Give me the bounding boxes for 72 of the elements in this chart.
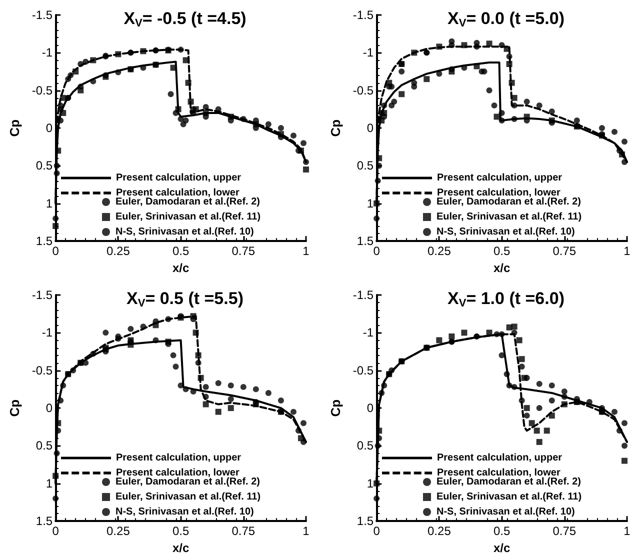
y-axis-title: Cp — [7, 399, 22, 417]
y-tick-label: 0.5 — [36, 158, 53, 173]
x-tick-label: 0.75 — [232, 524, 256, 538]
x-tick-label: 0.5 — [172, 524, 190, 538]
legend-label: Present calculation, lower — [437, 188, 560, 198]
y-tick-label: -1 — [42, 326, 53, 340]
legend-label: N-S, Srinivasan et al.(Ref. 10) — [116, 506, 254, 518]
y-tick-label: 1.5 — [356, 514, 374, 528]
legend-label: Present calculation, upper — [116, 172, 242, 184]
y-tick-label: 0 — [46, 401, 53, 416]
y-tick-label: -1.5 — [32, 288, 53, 302]
x-tick-label: 0.5 — [493, 524, 510, 538]
legend-label: Euler, Damodaran et al.(Ref. 2) — [436, 476, 581, 488]
x-tick-label: 0.25 — [428, 524, 452, 538]
legend-label: Euler, Damodaran et al.(Ref. 2) — [116, 476, 260, 488]
y-tick-label: 0.5 — [356, 438, 374, 453]
y-tick-label: -1 — [362, 46, 374, 60]
x-axis-title: x/c — [493, 261, 510, 275]
legend-label: N-S, Srinivasan et al.(Ref. 10) — [116, 226, 254, 238]
x-tick-label: 1 — [302, 524, 310, 538]
y-tick-label: 1.5 — [356, 234, 374, 248]
y-tick-label: -0.5 — [352, 83, 374, 98]
legend-label: Present calculation, upper — [437, 172, 562, 184]
y-tick-label: -0.5 — [32, 83, 53, 98]
x-tick-label: 0.75 — [232, 244, 256, 258]
legend-label: Present calculation, upper — [116, 452, 242, 464]
legend-label: Present calculation, lower — [116, 188, 240, 198]
legend-label: Euler, Damodaran et al.(Ref. 2) — [436, 196, 581, 208]
x-tick-label: 0.5 — [172, 244, 190, 258]
y-tick-label: 1 — [46, 476, 53, 490]
x-axis-title: x/c — [493, 541, 510, 555]
legend-label: N-S, Srinivasan et al.(Ref. 10) — [436, 226, 575, 238]
x-axis-title: x/c — [172, 261, 190, 275]
y-tick-label: 1 — [366, 196, 374, 210]
legend-label: Present calculation, upper — [437, 452, 562, 464]
x-tick-label: 1 — [624, 524, 631, 538]
x-tick-label: 1 — [624, 244, 631, 258]
legend-label: Euler, Srinivasan et al.(Ref. 11) — [116, 492, 261, 502]
y-tick-label: 0.5 — [356, 158, 374, 173]
y-tick-label: 0.5 — [36, 438, 53, 453]
legend-label: Euler, Srinivasan et al.(Ref. 11) — [436, 492, 582, 502]
x-tick-label: 0.25 — [428, 244, 452, 258]
legend-label: Euler, Damodaran et al.(Ref. 2) — [116, 196, 260, 208]
y-tick-label: -1 — [362, 326, 374, 340]
y-axis-title: Cp — [328, 399, 343, 417]
x-tick-label: 1 — [302, 244, 310, 258]
y-tick-label: 0 — [46, 121, 53, 136]
y-tick-label: 1.5 — [36, 234, 53, 248]
x-tick-label: 0.75 — [552, 524, 576, 538]
legend-label: Euler, Srinivasan et al.(Ref. 11) — [436, 212, 582, 222]
y-axis-title: Cp — [328, 119, 343, 137]
x-axis-title: x/c — [172, 541, 190, 555]
x-tick-label: 0.5 — [493, 244, 510, 258]
y-axis-title: Cp — [7, 119, 22, 137]
y-tick-label: 0 — [366, 401, 374, 416]
legend-label: Present calculation, lower — [116, 468, 240, 478]
y-tick-label: -1 — [42, 46, 53, 60]
x-tick-label: 0.25 — [106, 244, 130, 258]
y-tick-label: -0.5 — [352, 363, 374, 378]
y-tick-label: 1 — [366, 476, 374, 490]
legend-label: Euler, Srinivasan et al.(Ref. 11) — [116, 212, 261, 222]
y-tick-label: 0 — [366, 121, 374, 136]
y-tick-label: -1.5 — [352, 8, 374, 22]
x-tick-label: 0.75 — [552, 244, 576, 258]
legend-label: N-S, Srinivasan et al.(Ref. 10) — [436, 506, 575, 518]
x-tick-label: 0.25 — [106, 524, 130, 538]
y-tick-label: 1.5 — [36, 514, 53, 528]
y-tick-label: -1.5 — [352, 288, 374, 302]
y-tick-label: 1 — [46, 196, 53, 210]
y-tick-label: -1.5 — [32, 8, 53, 22]
legend-label: Present calculation, lower — [437, 468, 560, 478]
y-tick-label: -0.5 — [32, 363, 53, 378]
